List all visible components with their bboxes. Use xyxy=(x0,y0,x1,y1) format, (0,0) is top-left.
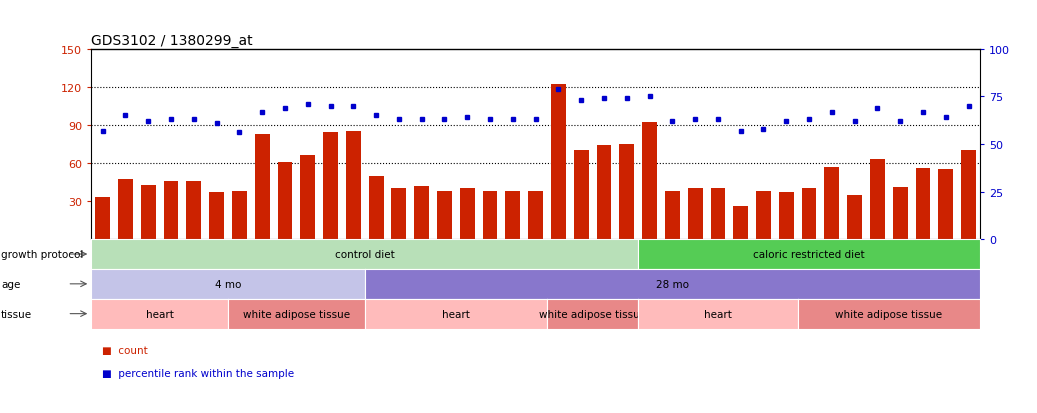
Bar xyxy=(437,191,452,240)
Bar xyxy=(847,195,862,240)
Bar xyxy=(392,189,407,240)
Bar xyxy=(710,189,725,240)
Bar xyxy=(824,167,839,240)
Bar xyxy=(870,160,885,240)
Bar xyxy=(938,170,953,240)
Bar xyxy=(141,185,156,240)
Bar xyxy=(459,189,475,240)
Bar xyxy=(118,180,133,240)
Bar xyxy=(278,162,292,240)
Bar xyxy=(324,133,338,240)
Bar xyxy=(893,188,907,240)
Bar xyxy=(482,191,498,240)
Text: 4 mo: 4 mo xyxy=(215,279,242,289)
Bar xyxy=(369,176,384,240)
Bar xyxy=(414,186,429,240)
Text: white adipose tissue: white adipose tissue xyxy=(243,309,349,319)
Text: heart: heart xyxy=(704,309,732,319)
Bar xyxy=(187,181,201,240)
Bar xyxy=(95,198,110,240)
Bar xyxy=(551,85,566,240)
Bar xyxy=(573,151,589,240)
Bar xyxy=(505,191,521,240)
Bar xyxy=(733,206,748,240)
Text: heart: heart xyxy=(145,309,173,319)
Bar xyxy=(232,191,247,240)
Text: caloric restricted diet: caloric restricted diet xyxy=(753,249,865,259)
Text: white adipose tissue: white adipose tissue xyxy=(539,309,646,319)
Bar xyxy=(665,191,679,240)
Bar xyxy=(779,193,793,240)
Text: tissue: tissue xyxy=(1,309,32,319)
Bar xyxy=(916,169,930,240)
Bar xyxy=(802,189,816,240)
Bar xyxy=(209,193,224,240)
Text: GDS3102 / 1380299_at: GDS3102 / 1380299_at xyxy=(91,33,253,47)
Text: ■  count: ■ count xyxy=(102,345,147,355)
Bar xyxy=(961,151,976,240)
Bar xyxy=(346,132,361,240)
Text: age: age xyxy=(1,279,21,289)
Bar xyxy=(596,146,612,240)
Bar xyxy=(528,191,543,240)
Bar xyxy=(255,134,270,240)
Bar xyxy=(756,191,770,240)
Bar xyxy=(642,123,657,240)
Text: heart: heart xyxy=(442,309,470,319)
Bar xyxy=(688,189,702,240)
Text: white adipose tissue: white adipose tissue xyxy=(835,309,943,319)
Text: 28 mo: 28 mo xyxy=(655,279,689,289)
Text: control diet: control diet xyxy=(335,249,395,259)
Text: ■  percentile rank within the sample: ■ percentile rank within the sample xyxy=(102,368,293,378)
Bar xyxy=(164,181,178,240)
Text: growth protocol: growth protocol xyxy=(1,249,83,259)
Bar xyxy=(301,156,315,240)
Bar xyxy=(619,145,635,240)
